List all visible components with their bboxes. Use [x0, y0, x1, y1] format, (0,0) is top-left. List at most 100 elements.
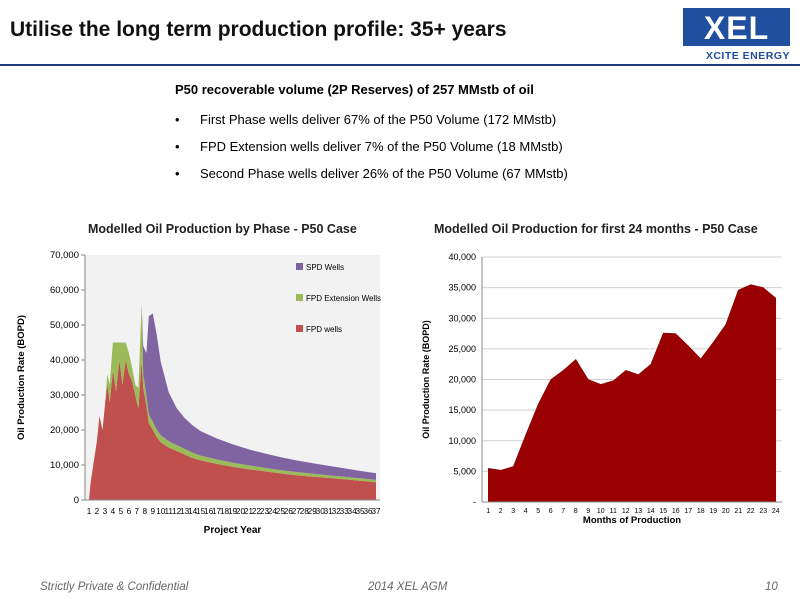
- x-tick-label: 6: [127, 507, 132, 516]
- y-tick-label: 40,000: [448, 252, 476, 262]
- production-area: [488, 284, 777, 503]
- y-tick-label: 70,000: [50, 250, 79, 261]
- x-tick-label: 34: [348, 507, 358, 516]
- footer-event: 2014 XEL AGM: [368, 581, 448, 593]
- bullet-item: • First Phase wells deliver 67% of the P5…: [175, 112, 568, 139]
- y-tick-label: 30,000: [50, 390, 79, 401]
- chart-2-title: Modelled Oil Production for first 24 mon…: [434, 222, 758, 236]
- y-tick-label: 15,000: [448, 405, 476, 415]
- x-tick-label: 23: [260, 507, 270, 516]
- x-tick-label: 24: [268, 507, 278, 516]
- x-tick-label: 25: [276, 507, 286, 516]
- x-tick-label: 17: [212, 507, 222, 516]
- x-tick-label: 13: [180, 507, 190, 516]
- y-axis-title: Oil Production Rate (BOPD): [421, 320, 431, 439]
- y-tick-label: 50,000: [50, 320, 79, 331]
- x-tick-label: 19: [228, 507, 238, 516]
- x-tick-label: 3: [103, 507, 108, 516]
- x-tick-label: 31: [324, 507, 334, 516]
- series-area-fpd-wells: [89, 360, 376, 500]
- bullet-glyph: •: [175, 112, 180, 127]
- chart-1-title: Modelled Oil Production by Phase - P50 C…: [88, 222, 357, 236]
- x-tick-label: 21: [244, 507, 254, 516]
- y-tick-label: 20,000: [448, 375, 476, 385]
- y-tick-label: 0: [74, 495, 79, 506]
- bullet-list: • First Phase wells deliver 67% of the P5…: [175, 112, 568, 193]
- x-tick-label: 22: [747, 508, 755, 515]
- legend-label: FPD wells: [306, 325, 342, 334]
- x-tick-label: 5: [119, 507, 124, 516]
- footer-page-number: 10: [765, 581, 778, 593]
- bullet-text: First Phase wells deliver 67% of the P50…: [200, 112, 557, 127]
- x-tick-label: 16: [204, 507, 214, 516]
- y-tick-label: 60,000: [50, 285, 79, 296]
- legend-swatch: [296, 294, 303, 301]
- x-tick-label: 4: [524, 508, 528, 515]
- x-tick-label: 15: [659, 508, 667, 515]
- legend-label: SPD Wells: [306, 263, 344, 272]
- series-area-spd-wells: [89, 304, 376, 500]
- x-tick-label: 1: [87, 507, 92, 516]
- x-tick-label: 24: [772, 508, 780, 515]
- logo-box: [683, 8, 790, 46]
- x-tick-label: 22: [252, 507, 262, 516]
- x-tick-label: 11: [610, 508, 617, 515]
- x-tick-label: 13: [634, 508, 642, 515]
- x-tick-label: 10: [597, 508, 605, 515]
- x-tick-label: 14: [188, 507, 198, 516]
- x-tick-label: 33: [340, 507, 350, 516]
- x-tick-label: 7: [561, 508, 565, 515]
- bullet-text: Second Phase wells deliver 26% of the P5…: [200, 166, 568, 181]
- x-tick-label: 18: [697, 508, 705, 515]
- x-tick-label: 30: [316, 507, 326, 516]
- logo-subtitle: XCITE ENERGY: [705, 50, 790, 62]
- x-tick-label: 37: [371, 507, 381, 516]
- x-tick-label: 20: [236, 507, 246, 516]
- x-tick-label: 28: [300, 507, 310, 516]
- x-tick-label: 27: [292, 507, 302, 516]
- y-tick-label: 25,000: [448, 344, 476, 354]
- x-tick-label: 16: [672, 508, 680, 515]
- footer-confidential: Strictly Private & Confidential: [40, 581, 189, 593]
- x-tick-label: 11: [164, 507, 173, 516]
- x-tick-label: 26: [284, 507, 294, 516]
- x-tick-label: 2: [95, 507, 100, 516]
- y-tick-label: 10,000: [448, 436, 476, 446]
- chart-2-first-24-months: - 5,000 10,000 15,000 20,000 25,000 30,000 35,0…: [421, 252, 782, 526]
- x-tick-label: 3: [511, 508, 515, 515]
- y-tick-label: 35,000: [448, 283, 476, 293]
- x-tick-label: 6: [549, 508, 553, 515]
- bullet-glyph: •: [175, 139, 180, 154]
- intro-text: P50 recoverable volume (2P Reserves) of …: [175, 82, 534, 97]
- legend-label: FPD Extension Wells: [306, 294, 381, 303]
- series-area-fpd-extension-wells: [89, 304, 376, 500]
- x-tick-label: 14: [647, 508, 655, 515]
- x-tick-label: 1: [486, 508, 490, 515]
- x-axis-title: Months of Production: [583, 515, 681, 526]
- bullet-text: FPD Extension wells deliver 7% of the P5…: [200, 139, 563, 154]
- x-tick-label: 12: [172, 507, 182, 516]
- y-tick-label: 20,000: [50, 425, 79, 436]
- x-tick-label: 9: [586, 508, 590, 515]
- x-tick-label: 32: [332, 507, 342, 516]
- legend-swatch: [296, 263, 303, 270]
- x-tick-label: 5: [536, 508, 540, 515]
- x-tick-label: 18: [220, 507, 230, 516]
- x-tick-label: 8: [143, 507, 148, 516]
- y-tick-label: 30,000: [448, 313, 476, 323]
- y-tick-label: 5,000: [453, 466, 476, 476]
- x-tick-label: 19: [709, 508, 717, 515]
- title-divider: [0, 64, 800, 66]
- x-tick-label: 17: [684, 508, 692, 515]
- x-tick-label: 9: [150, 507, 155, 516]
- slide-title: Utilise the long term production profile…: [10, 18, 507, 41]
- x-tick-label: 2: [499, 508, 503, 515]
- y-tick-label: 40,000: [50, 355, 79, 366]
- x-tick-label: 7: [135, 507, 140, 516]
- x-tick-label: 21: [734, 508, 742, 515]
- x-tick-label: 4: [111, 507, 116, 516]
- x-tick-label: 36: [363, 507, 373, 516]
- x-tick-label: 23: [759, 508, 767, 515]
- y-tick-label: 10,000: [50, 460, 79, 471]
- chart-1-phase-production: 0 10,000 20,000 30,000 40,000 50,000 60,000 70,…: [16, 250, 381, 536]
